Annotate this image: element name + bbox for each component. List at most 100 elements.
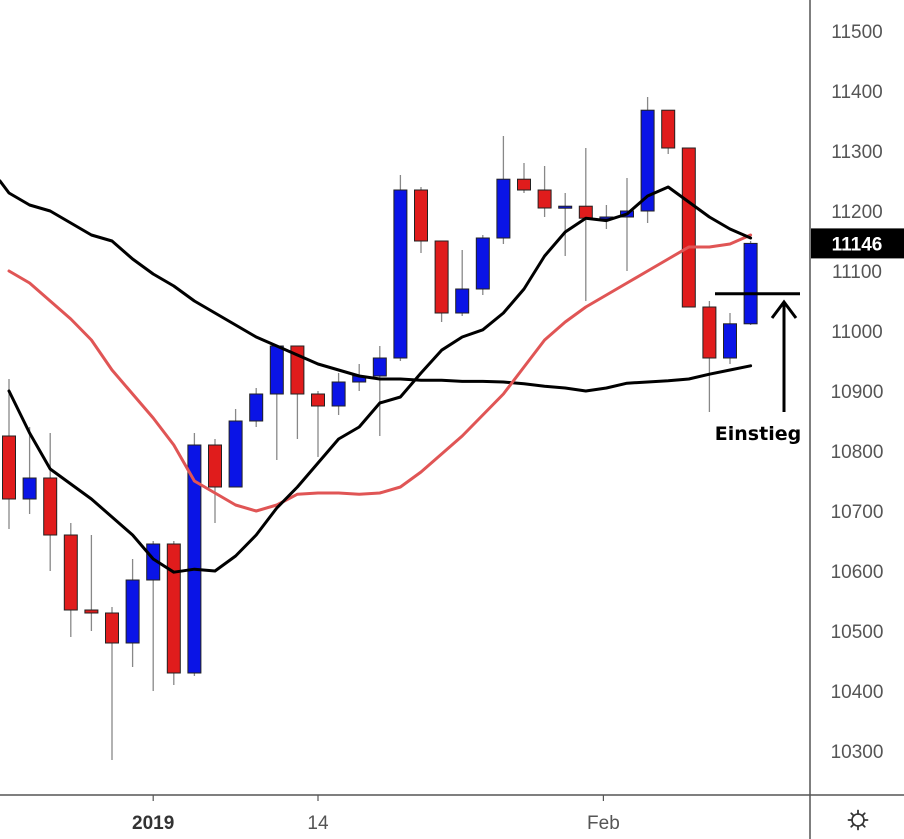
candle-body xyxy=(84,609,99,614)
price-tick-label: 11200 xyxy=(831,202,882,223)
price-tick-label: 10700 xyxy=(831,502,884,523)
entry-annotation: Einstieg xyxy=(715,292,801,445)
candle-body xyxy=(578,205,593,219)
candle-body xyxy=(105,612,119,644)
candle xyxy=(455,250,470,316)
candle xyxy=(228,409,243,488)
price-tick-label: 10600 xyxy=(831,562,884,583)
candle xyxy=(496,136,511,244)
candle xyxy=(434,240,449,322)
price-tick-label: 11000 xyxy=(831,322,882,343)
moving-average-fast xyxy=(7,185,753,574)
candles-layer xyxy=(2,97,758,760)
candle-body xyxy=(702,306,717,359)
moving-average-mid xyxy=(7,233,753,513)
time-tick-label: 14 xyxy=(307,813,329,834)
candle-body xyxy=(22,477,37,500)
candle-body xyxy=(414,189,428,242)
gear-tooth xyxy=(861,823,866,828)
candle-body xyxy=(723,323,737,359)
time-axis: 2019 14 Feb xyxy=(0,794,904,834)
candle xyxy=(743,241,758,325)
entry-arrow-head xyxy=(770,299,798,319)
current-price-value: 11146 xyxy=(832,234,883,255)
candle xyxy=(702,301,717,412)
gear-tooth xyxy=(850,812,855,817)
candle xyxy=(166,541,181,685)
candle xyxy=(208,439,222,523)
candle xyxy=(43,433,58,571)
candle xyxy=(661,109,676,154)
candle xyxy=(187,433,202,676)
candle-body xyxy=(537,189,552,209)
candle-body xyxy=(331,381,346,407)
price-tick-label: 10800 xyxy=(831,442,884,463)
candle-body xyxy=(228,420,243,488)
candle-body xyxy=(372,357,387,377)
current-price-background xyxy=(811,228,904,259)
price-tick-label: 11500 xyxy=(831,22,882,43)
current-price-label: 11146 xyxy=(811,228,904,259)
candle-body xyxy=(475,237,490,290)
candle-body xyxy=(187,444,202,674)
candle xyxy=(723,313,737,364)
candle-body xyxy=(208,444,222,488)
price-tick-label: 10300 xyxy=(831,742,884,763)
candle xyxy=(249,388,264,427)
candle xyxy=(578,148,593,301)
candle-body xyxy=(517,178,531,191)
candle xyxy=(63,523,78,637)
price-tick-label: 11300 xyxy=(831,142,882,163)
price-tick-label: 10400 xyxy=(831,682,884,703)
candle xyxy=(372,346,387,436)
candle-body xyxy=(249,393,264,422)
candle-body xyxy=(455,288,470,314)
candle-body xyxy=(43,477,58,536)
settings-button[interactable] xyxy=(847,809,869,831)
candle-body xyxy=(393,189,408,359)
candle-body xyxy=(558,205,573,209)
candle xyxy=(2,379,16,529)
candle xyxy=(517,163,531,193)
candle xyxy=(125,559,140,667)
candle xyxy=(620,178,634,271)
entry-label: Einstieg xyxy=(715,423,801,445)
candle-body xyxy=(269,345,284,395)
candle xyxy=(599,205,614,229)
price-tick-label: 11400 xyxy=(831,82,882,103)
candle xyxy=(414,187,428,253)
candle xyxy=(84,535,99,631)
time-tick-label: 2019 xyxy=(132,813,174,834)
candle xyxy=(558,193,573,256)
time-tick-label: Feb xyxy=(587,813,620,834)
candle-body xyxy=(681,147,696,308)
candle xyxy=(475,235,490,295)
price-tick-label: 10500 xyxy=(831,622,884,643)
candle-body xyxy=(434,240,449,314)
price-tick-label: 11100 xyxy=(832,262,882,283)
candle xyxy=(640,97,655,223)
candle xyxy=(331,373,346,415)
candle xyxy=(681,147,696,308)
gear-tooth xyxy=(861,812,866,817)
price-axis: 11500 11400 11300 11200 11100 11000 10900 10800… xyxy=(809,0,904,839)
candle-body xyxy=(640,109,655,212)
candle xyxy=(105,607,119,760)
candle-body xyxy=(2,435,16,500)
candle-body xyxy=(125,579,140,644)
candle-body xyxy=(63,534,78,611)
candle-body xyxy=(166,543,181,674)
gear-tooth xyxy=(850,823,855,828)
gear-icon[interactable] xyxy=(847,809,869,831)
moving-averages-layer xyxy=(0,179,753,574)
candle xyxy=(22,427,37,514)
candle xyxy=(290,345,305,439)
moving-average-slow xyxy=(0,179,753,393)
candle xyxy=(537,166,552,217)
candle-body xyxy=(311,393,325,407)
candle xyxy=(311,391,325,457)
price-tick-label: 10900 xyxy=(831,382,884,403)
candle-body xyxy=(496,178,511,239)
candle xyxy=(269,345,284,460)
